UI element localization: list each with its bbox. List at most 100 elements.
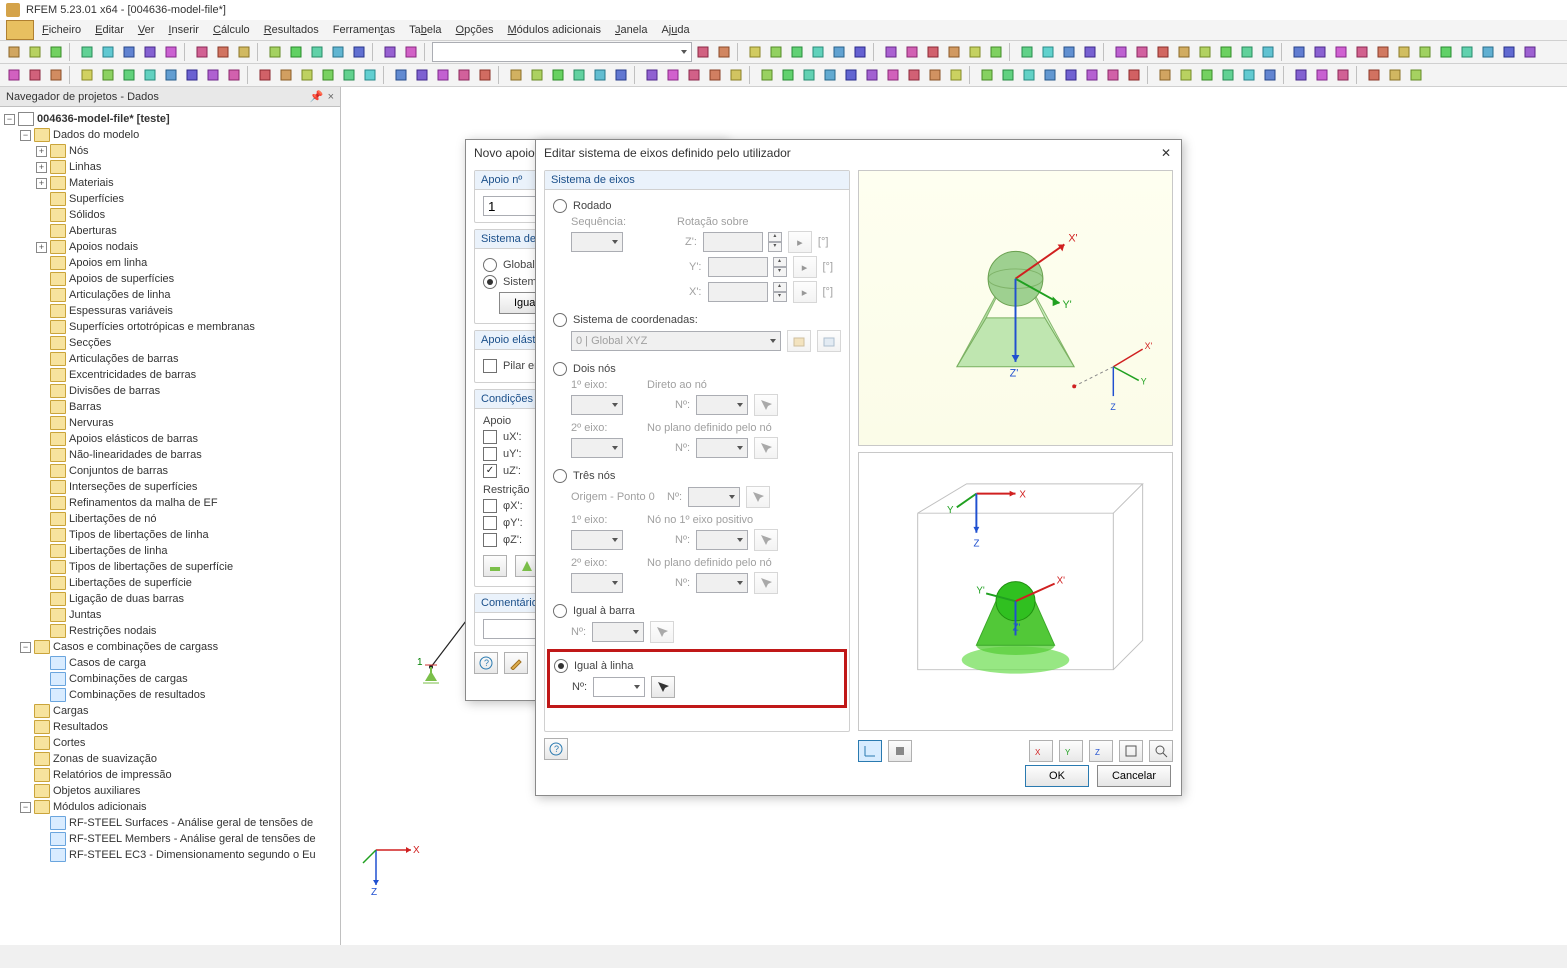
toolbar-button[interactable] <box>1080 42 1100 62</box>
toolbar-button[interactable] <box>1478 42 1498 62</box>
view-yz-icon[interactable]: Y <box>1059 740 1083 762</box>
tree-item[interactable]: Superfícies <box>36 191 338 207</box>
linha-no-sel[interactable] <box>593 677 645 697</box>
toolbar-button[interactable] <box>881 42 901 62</box>
tree-item[interactable]: Resultados <box>20 719 338 735</box>
toolbar-button[interactable] <box>297 65 317 85</box>
toolbar-button[interactable] <box>757 65 777 85</box>
toolbar-button[interactable] <box>965 42 985 62</box>
toolbar-button[interactable] <box>401 42 421 62</box>
toolbar-button[interactable] <box>339 65 359 85</box>
toolbar-button[interactable] <box>642 65 662 85</box>
tree-item[interactable]: Divisões de barras <box>36 383 338 399</box>
toolbar-button[interactable] <box>841 65 861 85</box>
tree-module[interactable]: RF-STEEL Surfaces - Análise geral de ten… <box>36 815 338 831</box>
chk-uy[interactable] <box>483 447 497 461</box>
toolbar-button[interactable] <box>902 42 922 62</box>
tree-item[interactable]: Objetos auxiliares <box>20 783 338 799</box>
toolbar-button[interactable] <box>904 65 924 85</box>
toolbar-button[interactable] <box>265 42 285 62</box>
toolbar-button[interactable] <box>25 65 45 85</box>
toolbar-button[interactable] <box>778 65 798 85</box>
toolbar-button[interactable] <box>1291 65 1311 85</box>
toolbar-button[interactable] <box>161 65 181 85</box>
toolbar-button[interactable] <box>276 65 296 85</box>
toolbar-button[interactable] <box>1237 42 1257 62</box>
toolbar-button[interactable] <box>986 42 1006 62</box>
toolbar-button[interactable] <box>1197 65 1217 85</box>
toolbar-button[interactable] <box>1218 65 1238 85</box>
tree-item[interactable]: Relatórios de impressão <box>20 767 338 783</box>
menu-ajuda[interactable]: Ajuda <box>655 22 695 38</box>
toolbar-button[interactable] <box>548 65 568 85</box>
toolbar-button[interactable] <box>820 65 840 85</box>
view-zoom-icon[interactable] <box>1149 740 1173 762</box>
chk-fy[interactable] <box>483 516 497 530</box>
toolbar-button[interactable] <box>119 42 139 62</box>
toolbar-button[interactable] <box>119 65 139 85</box>
toolbar-button[interactable] <box>506 65 526 85</box>
toolbar-button[interactable] <box>923 42 943 62</box>
tree-item[interactable]: Cortes <box>20 735 338 751</box>
preview-mode2-icon[interactable] <box>888 740 912 762</box>
toolbar-button[interactable] <box>203 65 223 85</box>
tree-item[interactable]: Libertações de superfície <box>36 575 338 591</box>
sidebar-pin-icon[interactable]: 📌 <box>310 90 324 103</box>
toolbar-combo[interactable] <box>432 42 692 62</box>
tree-item[interactable]: Casos de carga <box>36 655 338 671</box>
tree-item[interactable]: Refinamentos da malha de EF <box>36 495 338 511</box>
dlg2-ok-button[interactable]: OK <box>1025 765 1089 787</box>
toolbar-button[interactable] <box>46 42 66 62</box>
view-xz-icon[interactable]: Z <box>1089 740 1113 762</box>
menu-ver[interactable]: Ver <box>132 22 161 38</box>
toolbar-button[interactable] <box>1415 42 1435 62</box>
toolbar-button[interactable] <box>140 65 160 85</box>
tree-item[interactable]: Cargas <box>20 703 338 719</box>
toolbar-button[interactable] <box>25 42 45 62</box>
tree-item[interactable]: Aberturas <box>36 223 338 239</box>
toolbar-button[interactable] <box>1155 65 1175 85</box>
radio-global[interactable] <box>483 258 497 272</box>
tree-item[interactable]: −Módulos adicionais <box>20 799 338 815</box>
toolbar-button[interactable] <box>182 65 202 85</box>
tree-item[interactable]: Articulações de barras <box>36 351 338 367</box>
toolbar-button[interactable] <box>1289 42 1309 62</box>
tree-item[interactable]: Juntas <box>36 607 338 623</box>
dlg1-help-icon[interactable]: ? <box>474 652 498 674</box>
chk-pilar[interactable] <box>483 359 497 373</box>
toolbar-button[interactable] <box>454 65 474 85</box>
toolbar-button[interactable] <box>1216 42 1236 62</box>
dlg2-cancel-button[interactable]: Cancelar <box>1097 765 1171 787</box>
tree-item[interactable]: Restrições nodais <box>36 623 338 639</box>
toolbar-button[interactable] <box>862 65 882 85</box>
menu-editar[interactable]: Editar <box>89 22 130 38</box>
sidebar-close-icon[interactable]: × <box>328 91 334 103</box>
btn-support-preset1[interactable] <box>483 555 507 577</box>
tree-item[interactable]: +Nós <box>36 143 338 159</box>
menu-janela[interactable]: Janela <box>609 22 653 38</box>
toolbar-button[interactable] <box>611 65 631 85</box>
toolbar-button[interactable] <box>349 42 369 62</box>
chk-fx[interactable] <box>483 499 497 513</box>
toolbar-button[interactable] <box>161 42 181 62</box>
tree-item[interactable]: Articulações de linha <box>36 287 338 303</box>
chk-uz[interactable] <box>483 464 497 478</box>
tree-loadcases[interactable]: −Casos e combinações de cargass <box>20 639 338 655</box>
toolbar-button[interactable] <box>977 65 997 85</box>
tree-item[interactable]: +Materiais <box>36 175 338 191</box>
tree-item[interactable]: +Apoios nodais <box>36 239 338 255</box>
toolbar-button[interactable] <box>1103 65 1123 85</box>
toolbar-button[interactable] <box>46 65 66 85</box>
toolbar-button[interactable] <box>1082 65 1102 85</box>
tree-item[interactable]: +Linhas <box>36 159 338 175</box>
toolbar-button[interactable] <box>475 65 495 85</box>
tree-item[interactable]: Conjuntos de barras <box>36 463 338 479</box>
tree-item[interactable]: Não-linearidades de barras <box>36 447 338 463</box>
toolbar-button[interactable] <box>77 42 97 62</box>
toolbar-button[interactable] <box>1059 42 1079 62</box>
toolbar-button[interactable] <box>1364 65 1384 85</box>
tree-item[interactable]: Tipos de libertações de superfície <box>36 559 338 575</box>
menu-tabela[interactable]: Tabela <box>403 22 447 38</box>
toolbar-button[interactable] <box>1373 42 1393 62</box>
preview-mode1-icon[interactable] <box>858 740 882 762</box>
